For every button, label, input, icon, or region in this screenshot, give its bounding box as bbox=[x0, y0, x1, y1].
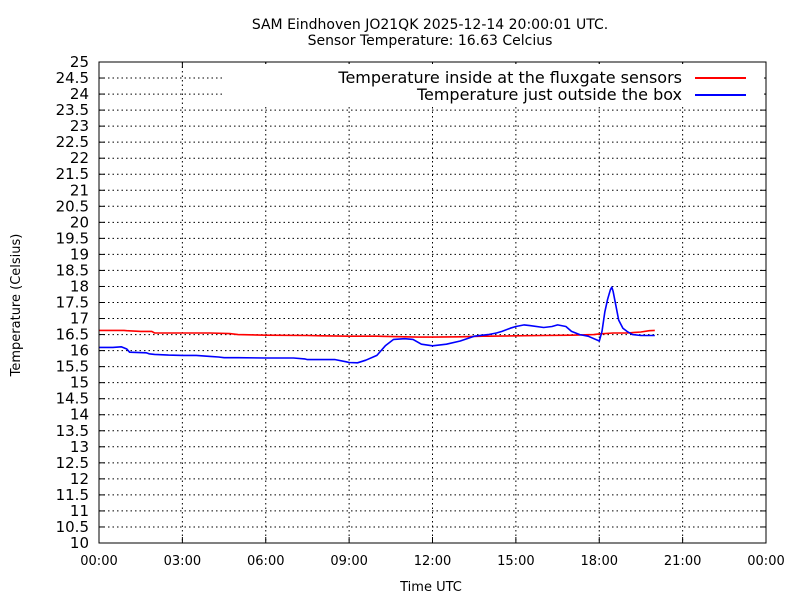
y-tick-label: 18.5 bbox=[56, 261, 89, 279]
y-tick-label: 21 bbox=[70, 181, 89, 199]
series-line-inside bbox=[99, 329, 655, 338]
x-tick-label: 12:00 bbox=[414, 554, 451, 569]
series-line-outside bbox=[99, 286, 655, 364]
y-tick-label: 15 bbox=[70, 374, 89, 392]
y-tick-label: 11 bbox=[70, 502, 89, 520]
y-tick-label: 10.5 bbox=[56, 518, 89, 536]
axes: 1010.51111.51212.51313.51414.51515.51616… bbox=[56, 53, 785, 569]
y-tick-label: 17 bbox=[70, 310, 89, 328]
x-tick-label: 18:00 bbox=[581, 554, 618, 569]
y-tick-label: 12.5 bbox=[56, 454, 89, 472]
legend-label-inside: Temperature inside at the fluxgate senso… bbox=[337, 68, 682, 87]
y-tick-label: 20.5 bbox=[56, 197, 89, 215]
y-tick-label: 21.5 bbox=[56, 165, 89, 183]
x-tick-label: 00:00 bbox=[747, 554, 784, 569]
y-tick-label: 18 bbox=[70, 277, 89, 295]
y-tick-label: 24 bbox=[70, 85, 89, 103]
y-tick-label: 10 bbox=[70, 534, 89, 552]
legend-label-outside: Temperature just outside the box bbox=[416, 85, 682, 104]
y-tick-label: 12 bbox=[70, 470, 89, 488]
y-tick-label: 19.5 bbox=[56, 229, 89, 247]
legend-background bbox=[224, 64, 764, 104]
chart-subtitle: Sensor Temperature: 16.63 Celcius bbox=[308, 33, 553, 49]
y-tick-label: 13 bbox=[70, 438, 89, 456]
x-tick-label: 00:00 bbox=[80, 554, 117, 569]
y-tick-label: 16 bbox=[70, 342, 89, 360]
y-tick-label: 17.5 bbox=[56, 294, 89, 312]
chart-title: SAM Eindhoven JO21QK 2025-12-14 20:00:01… bbox=[252, 17, 608, 33]
x-axis-label: Time UTC bbox=[399, 580, 462, 595]
y-tick-label: 19 bbox=[70, 245, 89, 263]
x-tick-label: 15:00 bbox=[497, 554, 534, 569]
y-tick-label: 16.5 bbox=[56, 326, 89, 344]
x-tick-label: 03:00 bbox=[164, 554, 201, 569]
y-tick-label: 25 bbox=[70, 53, 89, 71]
y-tick-label: 23.5 bbox=[56, 101, 89, 119]
y-tick-label: 23 bbox=[70, 117, 89, 135]
y-axis-label: Temperature (Celsius) bbox=[9, 234, 24, 378]
y-tick-label: 13.5 bbox=[56, 422, 89, 440]
plot-border bbox=[98, 61, 767, 544]
x-tick-label: 06:00 bbox=[247, 554, 284, 569]
x-tick-label: 21:00 bbox=[664, 554, 701, 569]
y-tick-label: 22 bbox=[70, 149, 89, 167]
y-tick-label: 24.5 bbox=[56, 69, 89, 87]
y-tick-label: 11.5 bbox=[56, 486, 89, 504]
y-tick-label: 14.5 bbox=[56, 390, 89, 408]
y-tick-label: 15.5 bbox=[56, 358, 89, 376]
legend: Temperature inside at the fluxgate senso… bbox=[224, 64, 764, 104]
y-tick-label: 20 bbox=[70, 213, 89, 231]
x-tick-label: 09:00 bbox=[330, 554, 367, 569]
y-tick-label: 14 bbox=[70, 406, 89, 424]
y-tick-label: 22.5 bbox=[56, 133, 89, 151]
series-area bbox=[99, 286, 655, 364]
